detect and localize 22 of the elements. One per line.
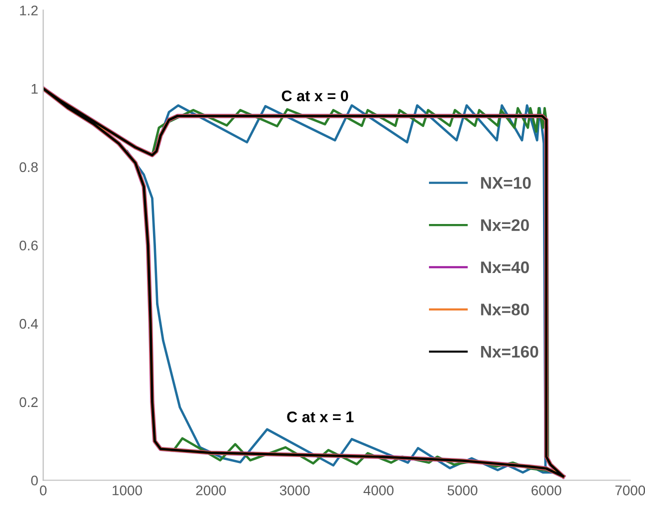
- legend-label: Nx=40: [481, 261, 529, 274]
- x-tick-label: 6000: [532, 485, 562, 496]
- annotation: C at x = 0: [282, 90, 348, 102]
- y-tick-label: 0.2: [20, 397, 38, 408]
- legend-label: Nx=20: [481, 219, 529, 232]
- legend-label: Nx=160: [481, 346, 538, 358]
- y-tick-label: 0.6: [20, 240, 38, 250]
- y-tick-label: 1: [32, 84, 38, 94]
- x-tick-label: 7000: [615, 485, 645, 496]
- legend-label: Nx=80: [481, 304, 529, 316]
- y-tick-label: 0.4: [20, 318, 38, 329]
- x-tick-label: 4000: [363, 485, 394, 496]
- y-tick-label: 1.2: [20, 6, 38, 16]
- x-tick-label: 0: [40, 485, 47, 496]
- x-tick-label: 5000: [448, 485, 478, 496]
- annotation: C at x = 1: [287, 411, 354, 422]
- x-tick-label: 2000: [196, 485, 226, 496]
- y-tick-label: 0: [31, 476, 38, 486]
- x-tick-label: 1000: [112, 485, 142, 496]
- x-tick-label: 3000: [280, 485, 310, 496]
- y-tick-label: 0.8: [20, 162, 38, 172]
- legend-label: NX=10: [481, 177, 531, 189]
